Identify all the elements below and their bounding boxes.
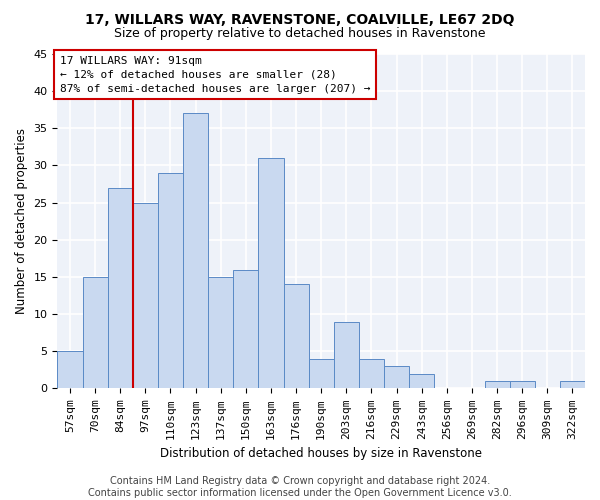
Bar bbox=[133, 202, 158, 388]
Bar bbox=[409, 374, 434, 388]
Bar bbox=[58, 352, 83, 389]
Bar bbox=[509, 381, 535, 388]
Bar bbox=[560, 381, 585, 388]
Text: 17 WILLARS WAY: 91sqm
← 12% of detached houses are smaller (28)
87% of semi-deta: 17 WILLARS WAY: 91sqm ← 12% of detached … bbox=[60, 56, 371, 94]
Y-axis label: Number of detached properties: Number of detached properties bbox=[15, 128, 28, 314]
Bar bbox=[83, 277, 107, 388]
Text: Contains HM Land Registry data © Crown copyright and database right 2024.
Contai: Contains HM Land Registry data © Crown c… bbox=[88, 476, 512, 498]
Bar bbox=[359, 358, 384, 388]
Text: Size of property relative to detached houses in Ravenstone: Size of property relative to detached ho… bbox=[114, 28, 486, 40]
X-axis label: Distribution of detached houses by size in Ravenstone: Distribution of detached houses by size … bbox=[160, 447, 482, 460]
Bar bbox=[183, 114, 208, 388]
Bar bbox=[208, 277, 233, 388]
Bar bbox=[308, 358, 334, 388]
Bar bbox=[485, 381, 509, 388]
Bar bbox=[384, 366, 409, 388]
Bar bbox=[284, 284, 308, 389]
Bar bbox=[259, 158, 284, 388]
Bar bbox=[107, 188, 133, 388]
Bar bbox=[233, 270, 259, 388]
Text: 17, WILLARS WAY, RAVENSTONE, COALVILLE, LE67 2DQ: 17, WILLARS WAY, RAVENSTONE, COALVILLE, … bbox=[85, 12, 515, 26]
Bar bbox=[334, 322, 359, 388]
Bar bbox=[158, 173, 183, 388]
